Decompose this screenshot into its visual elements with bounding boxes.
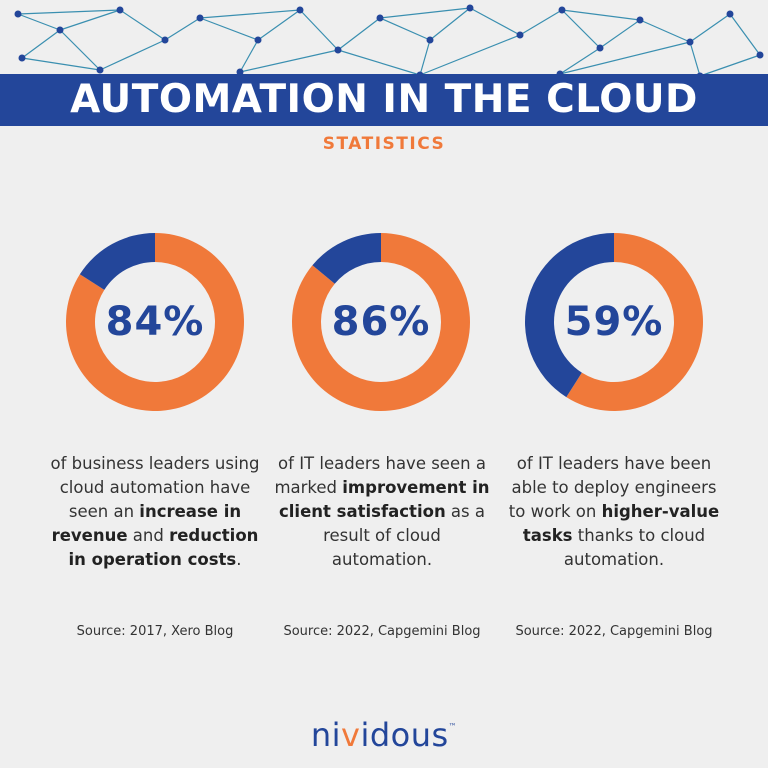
network-line	[469, 7, 521, 36]
desc-2-text-b: as a result of cloud automation.	[323, 502, 485, 569]
donut-2-slice-2	[312, 233, 381, 284]
network-line	[519, 9, 563, 36]
desc-3-text-b: thanks to cloud automation.	[563, 526, 706, 569]
logo-accent-letter: v	[341, 716, 361, 754]
percent-label-1: 84%	[105, 299, 205, 345]
source-1: Source: 2017, Xero Blog	[76, 624, 234, 639]
network-line	[21, 57, 101, 71]
network-line	[729, 13, 761, 56]
network-node	[558, 6, 566, 14]
network-line	[379, 17, 431, 41]
donut-2-slice-1	[292, 233, 470, 411]
percent-label-2: 86%	[331, 299, 431, 345]
network-line	[559, 41, 691, 75]
nividous-logo: nividous™	[0, 716, 768, 754]
network-line	[17, 13, 61, 31]
donut-3-slice-2	[525, 233, 614, 398]
network-line	[239, 39, 259, 73]
desc-1-text-a: of business leaders using cloud automati…	[50, 454, 260, 521]
network-node	[14, 10, 22, 18]
network-node	[334, 46, 342, 54]
network-node	[196, 14, 204, 22]
network-node	[161, 36, 169, 44]
network-node	[686, 38, 694, 46]
network-line	[164, 17, 201, 41]
logo-text-start: ni	[310, 716, 341, 754]
percent-label-3: 59%	[564, 299, 664, 345]
network-line	[199, 17, 259, 41]
network-line	[119, 9, 166, 41]
desc-2-bold-a: improvement in client satisfaction	[278, 478, 490, 521]
title-band: AUTOMATION IN THE CLOUD	[0, 74, 768, 126]
network-line	[599, 19, 641, 49]
donut-chart-2: 86%	[291, 232, 471, 412]
logo-trademark: ™	[448, 722, 458, 731]
network-line	[59, 29, 101, 71]
network-node	[466, 4, 474, 12]
donut-chart-3: 59%	[524, 232, 704, 412]
network-line	[21, 29, 61, 59]
network-line	[419, 34, 521, 76]
network-node	[254, 36, 262, 44]
network-node	[116, 6, 124, 14]
network-line	[689, 41, 701, 77]
donut-3-slice-1	[566, 233, 703, 411]
network-node	[756, 51, 764, 59]
network-line	[17, 9, 121, 15]
network-node	[296, 6, 304, 14]
desc-3-text-a: of IT leaders have been able to deploy e…	[508, 454, 717, 521]
logo-text-end: idous	[360, 716, 449, 754]
desc-1-text-b: and	[127, 526, 170, 545]
network-line	[429, 7, 471, 41]
desc-1-text-c: .	[236, 550, 242, 569]
network-node	[726, 10, 734, 18]
network-line	[419, 39, 431, 76]
network-line	[639, 19, 691, 43]
network-node	[376, 14, 384, 22]
network-line	[337, 49, 421, 76]
network-node	[18, 54, 26, 62]
network-line	[561, 9, 601, 49]
page-subtitle: STATISTICS	[322, 134, 446, 154]
network-line	[99, 39, 166, 71]
page-title: AUTOMATION IN THE CLOUD	[70, 77, 698, 122]
source-2: Source: 2022, Capgemini Blog	[283, 624, 481, 639]
network-line	[299, 9, 339, 51]
donut-1-slice-1	[65, 233, 244, 411]
source-3: Source: 2022, Capgemini Blog	[515, 624, 713, 639]
network-node	[636, 16, 644, 24]
desc-1-bold-b: reduction in operation costs	[68, 526, 259, 569]
network-line	[559, 47, 601, 75]
donut-1-slice-2	[79, 233, 155, 290]
donut-chart-1: 84%	[65, 232, 245, 412]
network-node	[426, 36, 434, 44]
desc-2-text-a: of IT leaders have seen a marked	[274, 454, 486, 497]
stat-description-2: of IT leaders have seen a marked improve…	[272, 452, 492, 572]
network-background-graphic	[14, 4, 764, 80]
network-node	[516, 31, 524, 39]
network-line	[561, 9, 641, 21]
network-node	[96, 66, 104, 74]
network-line	[379, 7, 471, 19]
network-line	[337, 17, 381, 51]
stat-description-3: of IT leaders have been able to deploy e…	[504, 452, 724, 572]
network-line	[699, 54, 761, 77]
network-node	[56, 26, 64, 34]
network-line	[239, 49, 339, 73]
network-line	[689, 13, 731, 43]
desc-1-bold-a: increase in revenue	[51, 502, 242, 545]
network-line	[257, 9, 301, 41]
network-line	[199, 9, 301, 19]
network-node	[236, 68, 244, 76]
desc-3-bold-a: higher-value tasks	[522, 502, 720, 545]
stat-description-1: of business leaders using cloud automati…	[45, 452, 265, 572]
network-line	[59, 9, 121, 31]
network-node	[596, 44, 604, 52]
